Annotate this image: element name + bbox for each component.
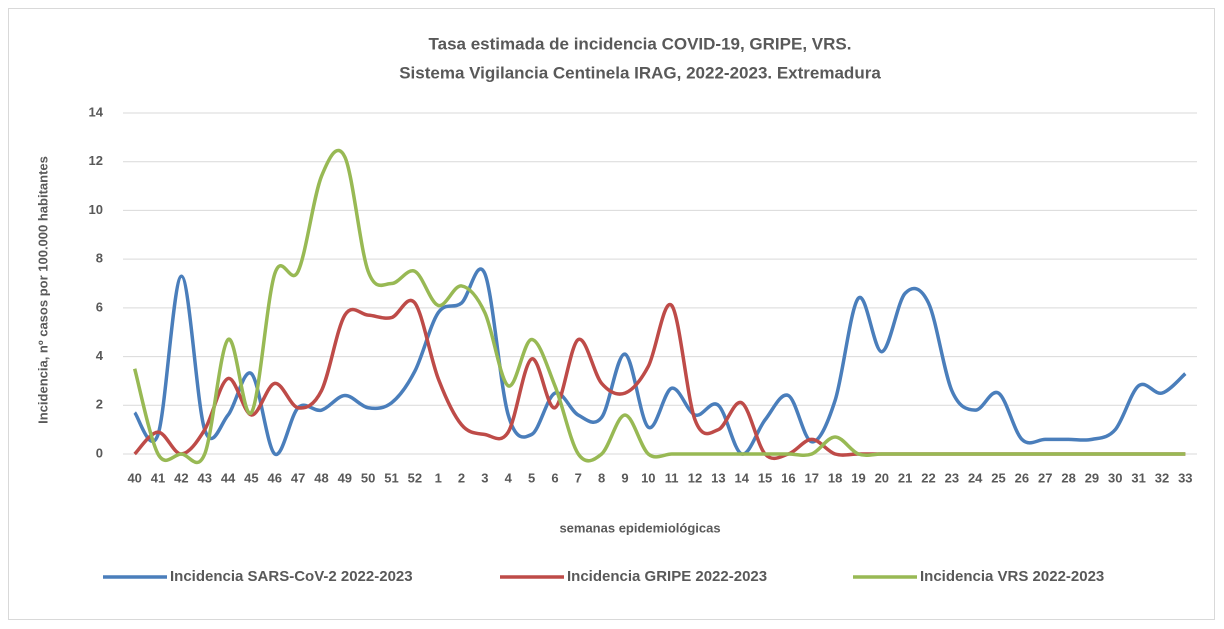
x-tick-label: 18 bbox=[828, 470, 842, 485]
x-tick-label: 48 bbox=[314, 470, 328, 485]
x-tick-label: 29 bbox=[1085, 470, 1099, 485]
series-line bbox=[133, 267, 1187, 456]
x-tick-label: 15 bbox=[758, 470, 772, 485]
x-tick-label: 2 bbox=[458, 470, 465, 485]
x-tick-label: 6 bbox=[551, 470, 558, 485]
x-tick-label: 5 bbox=[528, 470, 535, 485]
x-tick-label: 25 bbox=[991, 470, 1005, 485]
x-tick-label: 21 bbox=[898, 470, 912, 485]
y-tick-label: 8 bbox=[96, 251, 103, 266]
x-tick-label: 12 bbox=[688, 470, 702, 485]
x-tick-label: 33 bbox=[1178, 470, 1192, 485]
x-tick-label: 1 bbox=[435, 470, 442, 485]
chart-title: Tasa estimada de incidencia COVID-19, GR… bbox=[429, 34, 852, 53]
x-tick-label: 47 bbox=[291, 470, 305, 485]
x-tick-label: 7 bbox=[575, 470, 582, 485]
legend-label: Incidencia SARS-CoV-2 2022-2023 bbox=[170, 568, 413, 585]
x-tick-label: 30 bbox=[1108, 470, 1122, 485]
x-tick-label: 8 bbox=[598, 470, 605, 485]
x-tick-label: 16 bbox=[781, 470, 795, 485]
x-tick-label: 28 bbox=[1061, 470, 1075, 485]
chart-border bbox=[8, 8, 1215, 620]
x-tick-label: 9 bbox=[621, 470, 628, 485]
y-tick-label: 6 bbox=[96, 299, 103, 314]
x-tick-label: 41 bbox=[151, 470, 165, 485]
chart-subtitle: Sistema Vigilancia Centinela IRAG, 2022-… bbox=[399, 63, 881, 82]
x-tick-label: 49 bbox=[338, 470, 352, 485]
legend-label: Incidencia GRIPE 2022-2023 bbox=[567, 568, 767, 585]
y-tick-label: 2 bbox=[96, 397, 103, 412]
x-tick-label: 19 bbox=[851, 470, 865, 485]
series-line bbox=[132, 148, 1186, 465]
x-tick-label: 13 bbox=[711, 470, 725, 485]
x-tick-label: 24 bbox=[968, 470, 983, 485]
x-tick-label: 3 bbox=[481, 470, 488, 485]
y-axis-title: Incidencia, nº casos por 100.000 habitan… bbox=[35, 156, 50, 424]
x-tick-label: 31 bbox=[1131, 470, 1145, 485]
x-tick-label: 51 bbox=[384, 470, 398, 485]
y-tick-label: 12 bbox=[89, 153, 103, 168]
legend-label: Incidencia VRS 2022-2023 bbox=[920, 568, 1104, 585]
x-tick-label: 14 bbox=[734, 470, 749, 485]
y-tick-label: 10 bbox=[89, 202, 103, 217]
x-tick-label: 44 bbox=[221, 470, 236, 485]
x-tick-label: 46 bbox=[268, 470, 282, 485]
x-tick-label: 10 bbox=[641, 470, 655, 485]
x-tick-label: 50 bbox=[361, 470, 375, 485]
x-tick-label: 45 bbox=[244, 470, 258, 485]
x-tick-label: 52 bbox=[408, 470, 422, 485]
x-tick-label: 23 bbox=[945, 470, 959, 485]
x-tick-label: 43 bbox=[197, 470, 211, 485]
x-tick-label: 4 bbox=[505, 470, 513, 485]
y-tick-label: 14 bbox=[89, 104, 104, 119]
x-tick-label: 20 bbox=[875, 470, 889, 485]
x-tick-label: 42 bbox=[174, 470, 188, 485]
x-tick-label: 22 bbox=[921, 470, 935, 485]
y-tick-label: 0 bbox=[96, 445, 103, 460]
y-tick-label: 4 bbox=[96, 348, 104, 363]
x-tick-label: 40 bbox=[127, 470, 141, 485]
x-axis-title: semanas epidemiológicas bbox=[559, 520, 720, 535]
x-tick-label: 26 bbox=[1015, 470, 1029, 485]
x-tick-label: 11 bbox=[665, 470, 679, 485]
x-tick-label: 27 bbox=[1038, 470, 1052, 485]
x-tick-label: 17 bbox=[805, 470, 819, 485]
x-tick-label: 32 bbox=[1155, 470, 1169, 485]
